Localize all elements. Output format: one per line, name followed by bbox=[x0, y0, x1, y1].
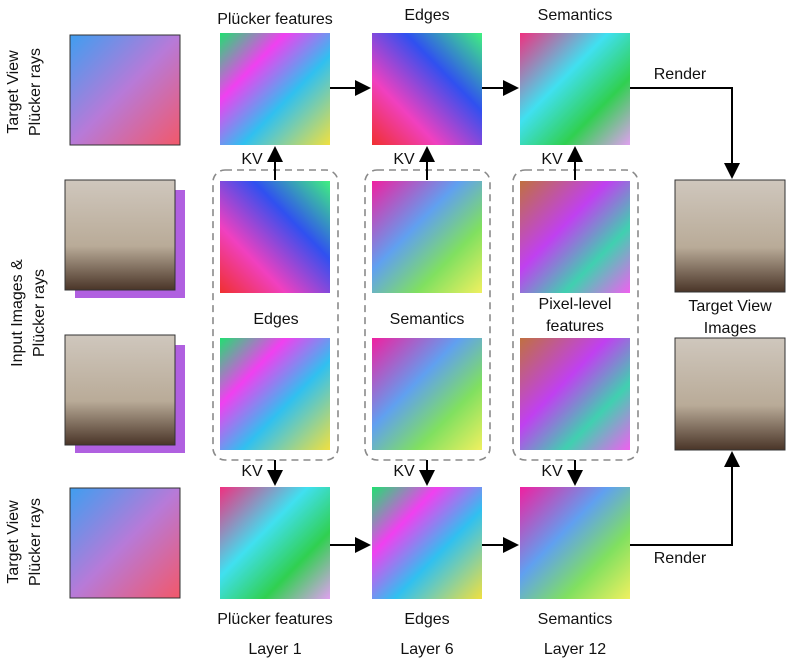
feature-map bbox=[520, 338, 630, 450]
row-label: Plücker rays bbox=[31, 269, 48, 357]
top-label: Edges bbox=[404, 7, 449, 24]
middle-label: features bbox=[546, 318, 604, 335]
render-label: Render bbox=[654, 66, 707, 83]
row-label: Plücker rays bbox=[27, 498, 44, 586]
input-image bbox=[64, 334, 176, 446]
feature-map bbox=[372, 487, 482, 599]
kv-label: KV bbox=[541, 151, 563, 168]
feature-map bbox=[372, 338, 482, 450]
kv-label: KV bbox=[393, 151, 415, 168]
row-label: Target View bbox=[5, 500, 22, 584]
row-label: Plücker rays bbox=[27, 48, 44, 136]
row-label: Input Images & bbox=[9, 259, 26, 367]
ray-map bbox=[69, 487, 181, 599]
bottom-label: Edges bbox=[404, 611, 449, 628]
kv-label: KV bbox=[541, 463, 563, 480]
output-label: Target View bbox=[688, 298, 772, 315]
top-label: Semantics bbox=[538, 7, 613, 24]
feature-map bbox=[372, 33, 482, 145]
top-label: Plücker features bbox=[217, 11, 333, 28]
feature-map bbox=[220, 487, 330, 599]
kv-label: KV bbox=[241, 151, 263, 168]
feature-map bbox=[372, 181, 482, 293]
feature-map bbox=[520, 487, 630, 599]
layer-label: Layer 6 bbox=[400, 641, 453, 658]
feature-map bbox=[520, 181, 630, 293]
bottom-label: Semantics bbox=[538, 611, 613, 628]
feature-map bbox=[520, 33, 630, 145]
layer-label: Layer 12 bbox=[544, 641, 606, 658]
output-image bbox=[674, 337, 786, 451]
render-label: Render bbox=[654, 550, 707, 567]
output-label: Images bbox=[704, 320, 756, 337]
arrow bbox=[630, 87, 740, 179]
feature-map bbox=[220, 33, 330, 145]
layer-label: Layer 1 bbox=[248, 641, 301, 658]
row-label: Target View bbox=[5, 50, 22, 134]
ray-map bbox=[69, 34, 181, 146]
middle-label: Semantics bbox=[390, 311, 465, 328]
kv-label: KV bbox=[393, 463, 415, 480]
feature-map bbox=[220, 181, 330, 293]
middle-label: Pixel-level bbox=[539, 296, 612, 313]
output-image bbox=[674, 179, 786, 293]
bottom-label: Plücker features bbox=[217, 611, 333, 628]
input-image bbox=[64, 179, 176, 291]
middle-label: Edges bbox=[253, 311, 298, 328]
feature-map bbox=[220, 338, 330, 450]
arrow bbox=[630, 451, 740, 546]
kv-label: KV bbox=[241, 463, 263, 480]
